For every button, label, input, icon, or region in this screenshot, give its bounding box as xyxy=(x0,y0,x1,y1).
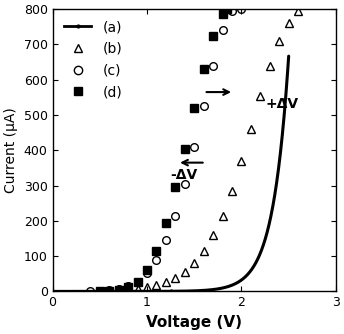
Legend: (a), (b), (c), (d): (a), (b), (c), (d) xyxy=(58,15,128,105)
Y-axis label: Current (μA): Current (μA) xyxy=(4,108,18,193)
Text: +ΔV: +ΔV xyxy=(265,97,298,111)
Text: -ΔV: -ΔV xyxy=(171,168,198,181)
X-axis label: Voltage (V): Voltage (V) xyxy=(146,315,242,330)
